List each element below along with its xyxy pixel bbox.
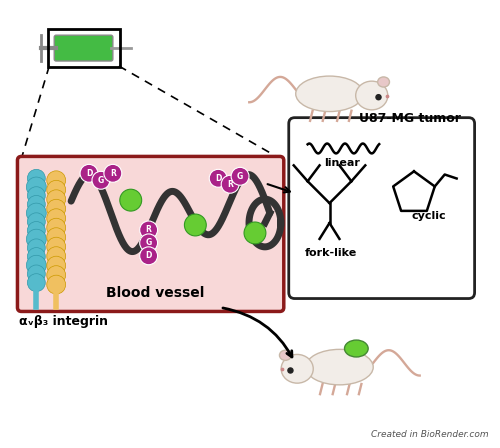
Ellipse shape (280, 350, 291, 360)
Text: αᵥβ₃ integrin: αᵥβ₃ integrin (20, 315, 108, 328)
Circle shape (80, 164, 98, 182)
FancyBboxPatch shape (289, 118, 474, 298)
Text: cyclic: cyclic (412, 211, 446, 221)
Circle shape (140, 247, 158, 265)
Circle shape (28, 187, 46, 205)
Circle shape (47, 228, 66, 247)
Circle shape (47, 190, 66, 209)
Circle shape (47, 275, 66, 294)
Text: R: R (110, 169, 116, 178)
Circle shape (376, 95, 381, 100)
Circle shape (184, 214, 206, 236)
Circle shape (47, 237, 66, 256)
Circle shape (26, 203, 46, 223)
Circle shape (28, 195, 46, 213)
Circle shape (120, 189, 142, 211)
Circle shape (47, 266, 66, 284)
Circle shape (28, 274, 46, 292)
Text: U87-MG tumor: U87-MG tumor (360, 112, 461, 125)
Circle shape (28, 169, 46, 187)
Circle shape (47, 209, 66, 228)
Ellipse shape (356, 81, 388, 110)
Circle shape (104, 164, 122, 182)
Circle shape (92, 171, 110, 189)
Circle shape (221, 175, 239, 193)
Ellipse shape (281, 354, 314, 383)
Text: R: R (227, 180, 233, 189)
Circle shape (47, 218, 66, 237)
Circle shape (140, 234, 158, 252)
Ellipse shape (378, 77, 390, 87)
FancyBboxPatch shape (18, 156, 284, 311)
Text: R: R (146, 225, 152, 234)
Circle shape (28, 239, 46, 257)
Circle shape (231, 168, 249, 185)
Circle shape (47, 256, 66, 275)
Ellipse shape (306, 349, 373, 385)
Circle shape (26, 229, 46, 249)
Circle shape (210, 169, 227, 187)
Circle shape (28, 265, 46, 283)
Text: fork-like: fork-like (304, 248, 357, 258)
Circle shape (288, 368, 293, 373)
Text: G: G (98, 176, 104, 185)
Circle shape (140, 221, 158, 239)
Circle shape (26, 255, 46, 275)
Circle shape (28, 213, 46, 231)
Text: G: G (146, 238, 152, 247)
Circle shape (28, 248, 46, 266)
Text: G: G (237, 172, 243, 181)
Text: D: D (146, 251, 152, 260)
Circle shape (47, 247, 66, 266)
Circle shape (47, 180, 66, 199)
Text: linear: linear (324, 159, 360, 168)
Text: Blood vessel: Blood vessel (106, 285, 205, 300)
Text: Created in BioRender.com: Created in BioRender.com (371, 430, 488, 439)
Text: D: D (86, 169, 92, 178)
Circle shape (244, 222, 266, 244)
Ellipse shape (344, 340, 368, 357)
Circle shape (26, 177, 46, 197)
Circle shape (47, 199, 66, 218)
Ellipse shape (296, 76, 364, 112)
Circle shape (47, 171, 66, 190)
Text: D: D (215, 174, 222, 183)
Circle shape (28, 221, 46, 239)
FancyBboxPatch shape (54, 35, 113, 61)
